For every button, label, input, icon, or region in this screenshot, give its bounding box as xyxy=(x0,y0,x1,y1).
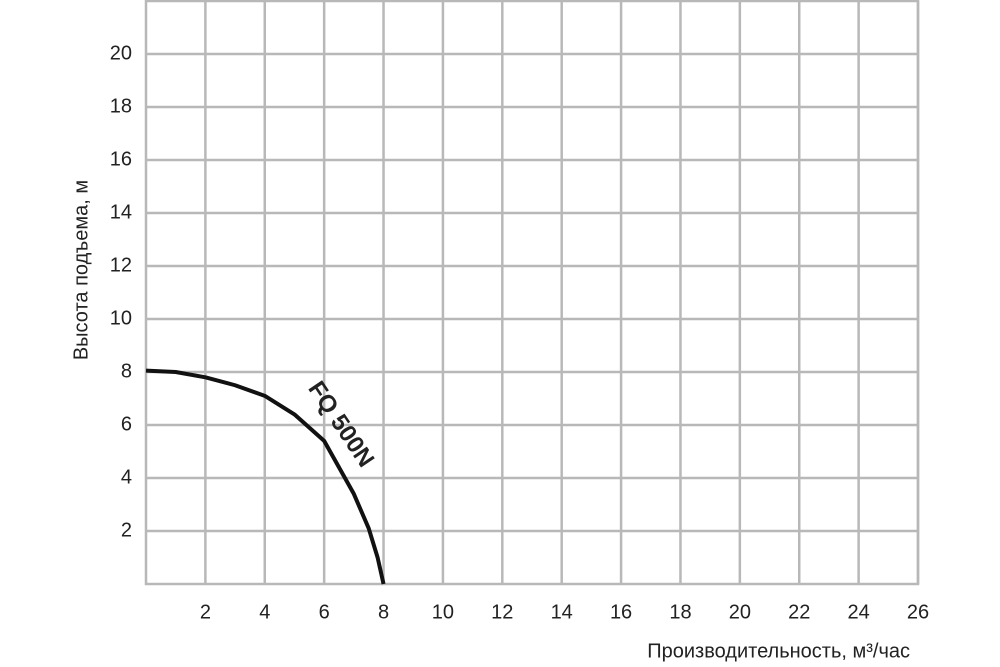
y-tick-label: 10 xyxy=(110,307,132,329)
x-tick-label: 8 xyxy=(378,601,389,623)
x-tick-label: 10 xyxy=(432,601,454,623)
x-tick-label: 26 xyxy=(907,601,929,623)
x-tick-label: 20 xyxy=(729,601,751,623)
x-tick-label: 2 xyxy=(200,601,211,623)
y-tick-label: 12 xyxy=(110,254,132,276)
x-tick-label: 16 xyxy=(610,601,632,623)
y-tick-label: 6 xyxy=(121,413,132,435)
x-tick-label: 22 xyxy=(788,601,810,623)
y-tick-label: 18 xyxy=(110,95,132,117)
y-tick-label: 4 xyxy=(121,466,132,488)
y-tick-label: 8 xyxy=(121,360,132,382)
x-tick-label: 18 xyxy=(669,601,691,623)
x-tick-label: 24 xyxy=(847,601,869,623)
y-tick-label: 2 xyxy=(121,519,132,541)
y-tick-label: 14 xyxy=(110,201,132,223)
series-line xyxy=(145,368,386,585)
y-tick-label: 20 xyxy=(110,42,132,64)
x-tick-label: 12 xyxy=(491,601,513,623)
x-tick-label: 4 xyxy=(259,601,270,623)
x-tick-label: 14 xyxy=(551,601,573,623)
y-tick-label: 16 xyxy=(110,148,132,170)
x-tick-label: 6 xyxy=(319,601,330,623)
plot-frame xyxy=(144,0,920,586)
y-axis-label: Высота подъема, м xyxy=(70,180,92,360)
x-axis-label: Производительность, м³/час xyxy=(647,640,910,662)
